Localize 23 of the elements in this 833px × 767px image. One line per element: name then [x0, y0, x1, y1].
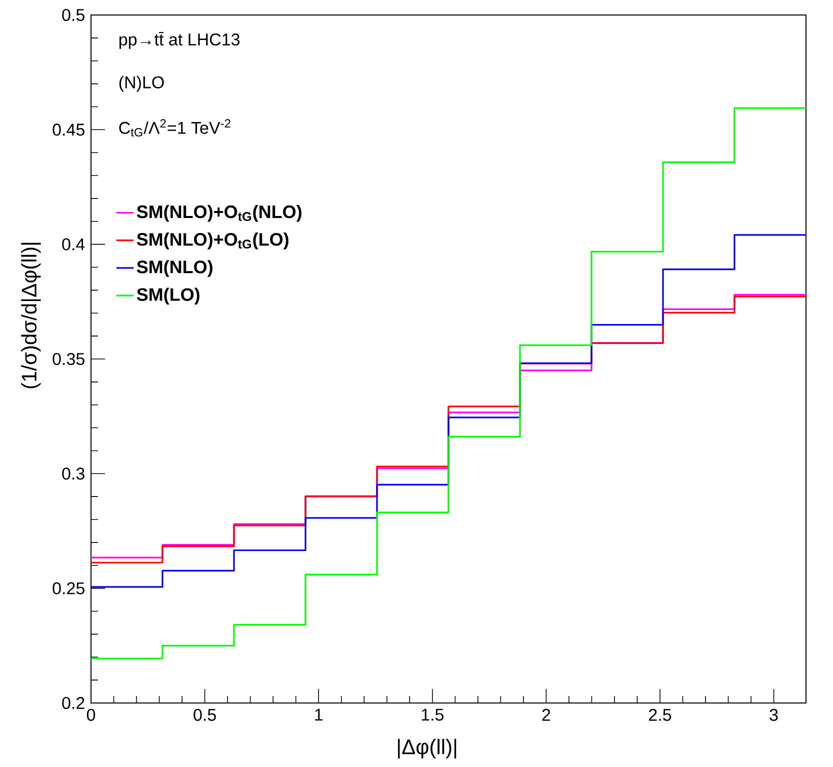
annotation: (N)LO: [119, 76, 164, 92]
x-tick-label: 2.5: [649, 708, 672, 721]
y-tick-label: 0.4: [62, 238, 85, 250]
y-tick-label: 0.3: [62, 468, 84, 480]
annotation: C$_{tG}$/Λ$^{2}$=1 TeV$^{-2}$: [119, 119, 230, 136]
legend-label: SM(NLO): [136, 260, 212, 277]
y-tick-label: 0.5: [62, 8, 84, 22]
y-tick-label: 0.2: [62, 696, 84, 710]
x-tick-label: 2: [542, 708, 550, 721]
y-tick-label: 0.35: [52, 352, 84, 366]
x-tick-label: 3: [770, 708, 778, 721]
x-tick-label: 0.5: [194, 708, 216, 721]
x-tick-label: 0: [86, 708, 96, 721]
x-tick-label: 1.5: [422, 708, 444, 721]
x-tick-label: 1: [315, 708, 322, 721]
legend-label: SM(LO): [136, 288, 200, 305]
y-axis-title: (1/σ)dσ/d|Δφ(ll)|: [21, 242, 41, 388]
x-axis-title: |Δφ(ll)|: [398, 738, 456, 759]
y-tick-label: 0.45: [52, 124, 84, 136]
legend-label: SM(NLO)+O$_{tG}$(NLO): [136, 204, 302, 222]
legend-label: SM(NLO)+O$_{tG}$(LO): [136, 232, 288, 250]
annotation: pp→tt̄ at LHC13: [119, 32, 240, 49]
y-tick-label: 0.25: [52, 582, 84, 594]
